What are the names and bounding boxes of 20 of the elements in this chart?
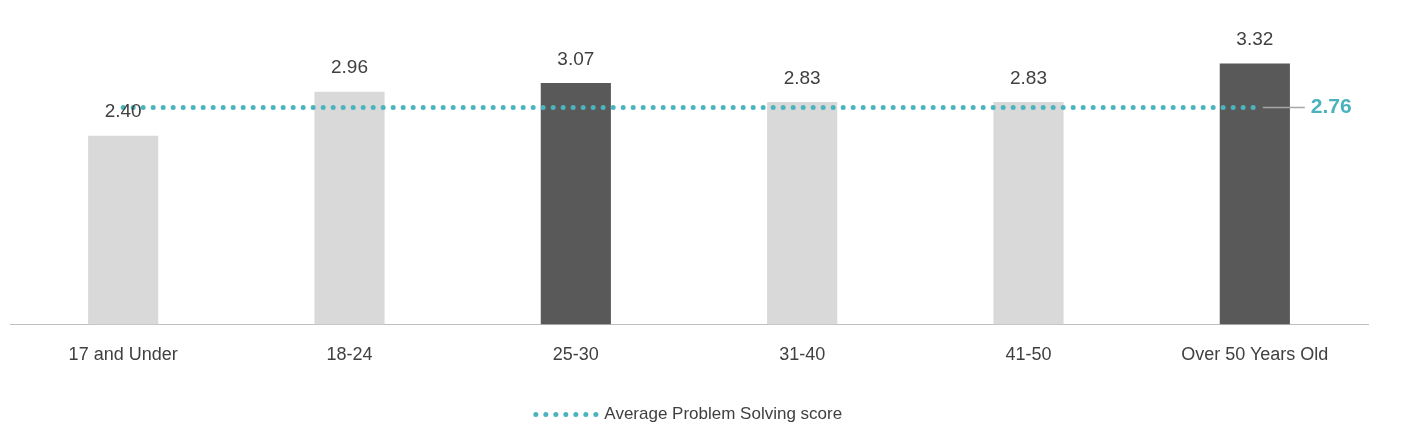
x-tick-label: 17 and Under: [68, 344, 178, 365]
data-label: 2.83: [1010, 66, 1047, 88]
bar: [540, 83, 611, 325]
x-tick-label: 31-40: [779, 344, 826, 365]
annotation: 2.76: [1310, 94, 1352, 118]
bar: [314, 91, 385, 325]
data-label: 3.07: [557, 47, 595, 69]
x-tick-label: Over 50 Years Old: [1181, 344, 1329, 365]
bar: [993, 101, 1064, 325]
bar: [88, 135, 159, 325]
x-tick-label: 41-50: [1005, 344, 1052, 365]
legend-label: Average Problem Solving score: [604, 404, 843, 424]
data-label: 2.40: [104, 100, 142, 122]
bar: [1219, 63, 1290, 325]
data-label: 2.96: [331, 56, 368, 78]
data-label: 3.32: [1236, 28, 1274, 50]
data-label: 2.83: [783, 66, 821, 88]
bar: [767, 101, 838, 325]
x-tick-label: 18-24: [326, 344, 373, 365]
x-tick-label: 25-30: [552, 344, 599, 365]
